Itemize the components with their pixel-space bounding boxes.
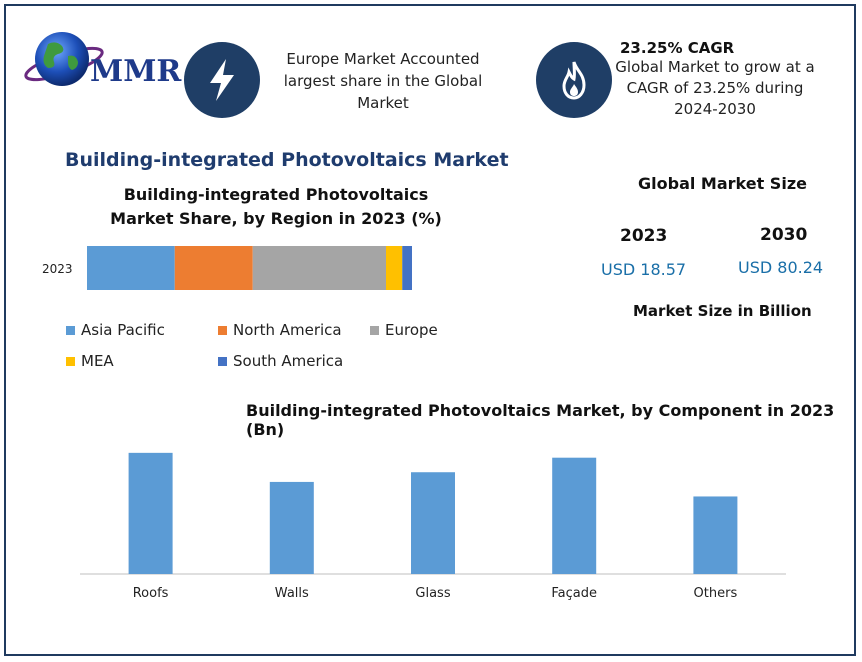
legend-label: Europe <box>385 321 438 339</box>
cagr-title: 23.25% CAGR <box>620 39 735 57</box>
component-tick-label: Walls <box>275 586 309 601</box>
legend-swatch <box>66 356 75 366</box>
region-share-chart: 2023 <box>42 246 412 290</box>
component-tick-label: Glass <box>415 586 450 601</box>
component-bar-façade <box>552 457 597 574</box>
legend-label: South America <box>233 352 344 370</box>
flame-icon-circle <box>536 42 612 118</box>
region-bar-segment-europe <box>252 246 386 290</box>
outer-frame <box>4 4 856 656</box>
lightning-icon-circle <box>184 42 260 118</box>
legend-item-asia-pacific: Asia Pacific <box>66 321 165 339</box>
legend-swatch <box>218 356 227 366</box>
legend-item-europe: Europe <box>370 321 438 339</box>
component-tick-label: Others <box>694 586 738 601</box>
mmr-logo: MMR <box>16 26 181 96</box>
region-bar-segment-mea <box>386 246 403 290</box>
highlight-europe-text: Europe Market Accounted largest share in… <box>283 50 483 112</box>
logo-text: MMR <box>90 54 182 89</box>
year-2023-label: 2023 <box>620 226 668 246</box>
region-bar-segment-south-america <box>402 246 412 290</box>
market-size-title: Global Market Size <box>638 174 807 193</box>
legend-swatch <box>370 325 379 335</box>
flame-icon <box>562 61 586 100</box>
lightning-icon <box>210 59 234 101</box>
legend-label: North America <box>233 321 342 339</box>
component-bar-others <box>693 496 738 574</box>
component-tick-label: Façade <box>551 586 597 601</box>
market-size-footer: Market Size in Billion <box>633 302 812 320</box>
page-title: Building-integrated Photovoltaics Market <box>65 149 509 171</box>
cagr-text: Global Market to grow at a CAGR of 23.25… <box>615 58 815 118</box>
legend-label: MEA <box>81 352 114 370</box>
region-bar-segment-north-america <box>174 246 253 290</box>
region-bar-segment-asia-pacific <box>87 246 175 290</box>
legend-item-south-america: South America <box>218 352 343 370</box>
legend-swatch <box>66 325 75 335</box>
component-bar-glass <box>411 472 455 574</box>
market-size-2030-value: USD 80.24 <box>738 258 824 277</box>
market-size-2023-value: USD 18.57 <box>601 260 687 279</box>
component-chart-title: Building-integrated Photovoltaics Market… <box>246 401 835 439</box>
globe-icon <box>24 32 104 86</box>
legend-swatch <box>218 325 227 335</box>
legend-item-north-america: North America <box>218 321 342 339</box>
component-tick-label: Roofs <box>133 586 169 601</box>
component-bar-roofs <box>128 452 173 574</box>
region-chart-category-label: 2023 <box>42 262 73 276</box>
year-2030-label: 2030 <box>760 225 808 245</box>
legend-label: Asia Pacific <box>81 321 165 339</box>
legend-item-mea: MEA <box>66 352 114 370</box>
region-chart-title: Building-integrated Photovoltaics Market… <box>110 185 442 228</box>
component-bar-walls <box>269 481 314 574</box>
component-bar-chart: Roofs Walls Glass Façade Others <box>80 452 786 601</box>
